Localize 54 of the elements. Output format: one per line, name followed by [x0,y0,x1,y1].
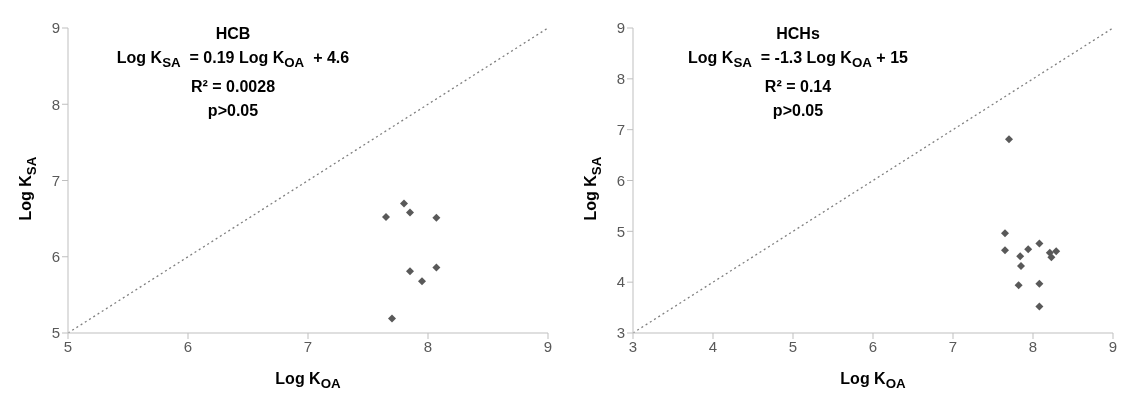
point [406,267,414,276]
point [382,213,390,222]
point [1035,302,1044,311]
point [1017,261,1025,270]
point [1005,135,1013,144]
y-tick-label: 5 [51,324,60,342]
point [1014,281,1023,290]
y-tick-label: 6 [51,248,60,266]
y-tick-label: 7 [616,120,625,138]
x-tick-label: 7 [303,337,313,355]
point [406,208,414,217]
point [1024,245,1033,254]
x-tick-label: 9 [543,337,553,355]
point [1047,253,1056,262]
y-tick-label: 4 [616,273,625,291]
x-tick-label: 8 [1028,337,1038,355]
x-axis-title: Log K$_{OA}$ [839,370,907,392]
point [388,314,396,323]
x-axis-title: Log K$_{OA}$ [274,370,342,392]
point [1035,279,1044,288]
annotation: p>0.05 [771,101,825,122]
point [432,213,441,222]
annotation: R² = 0.0028 [189,77,277,98]
point [1035,239,1044,248]
y-tick-label: 3 [616,324,625,342]
y-tick-label: 5 [616,222,625,240]
x-tick-label: 6 [183,337,193,355]
y-tick-label: 8 [51,95,60,113]
y-tick-label: 8 [616,70,625,88]
point [1001,246,1009,255]
annotation: Log K$_{SA}$ = 0.19 Log K$_{OA}$ + 4.6 [115,48,351,73]
x-tick-label: 8 [423,337,433,355]
x-tick-label: 5 [788,337,798,355]
x-tick-label: 3 [628,337,638,355]
chart-title: HCHs [775,24,821,44]
x-tick-label: 7 [948,337,958,355]
point [1016,252,1025,261]
y-tick-label: 9 [616,19,625,37]
annotation: p>0.05 [206,101,260,122]
x-tick-label: 5 [63,337,73,355]
x-tick-label: 6 [868,337,878,355]
x-tick-label: 4 [708,337,718,355]
y-tick-label: 9 [51,19,60,37]
point [418,277,426,286]
point [432,263,441,272]
chart-title: HCB [214,24,252,44]
annotation: R² = 0.14 [763,77,833,98]
point [1052,247,1061,256]
y-tick-label: 6 [616,171,625,189]
point [400,199,408,208]
annotation: Log K$_{SA}$ = -1.3 Log K$_{OA}$ + 15 [687,48,909,73]
y-tick-label: 7 [51,171,60,189]
x-tick-label: 9 [1108,337,1118,355]
point [1001,229,1009,238]
